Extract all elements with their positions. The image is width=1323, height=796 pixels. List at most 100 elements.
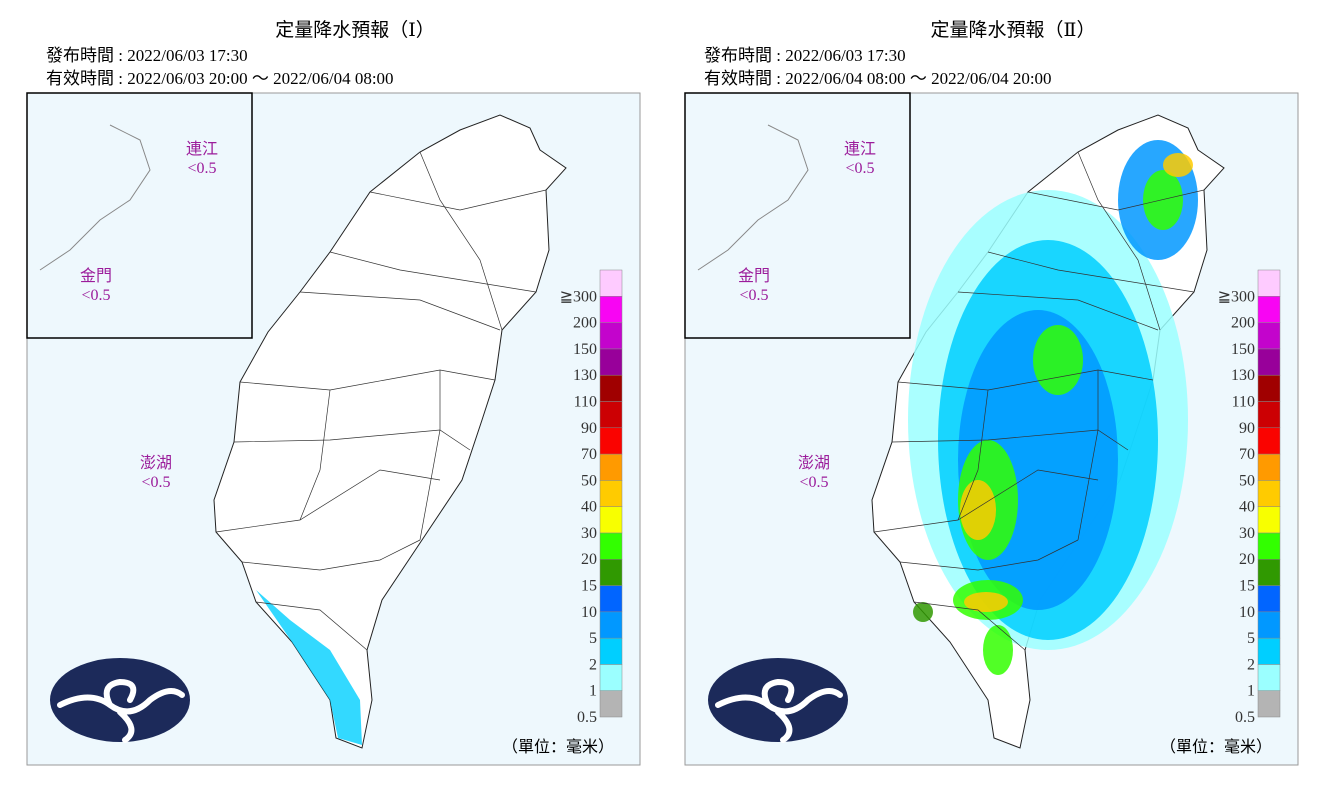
legend-swatch xyxy=(599,269,623,297)
legend-swatch xyxy=(1257,322,1281,350)
island-name: 連江 xyxy=(186,140,218,158)
legend-swatch xyxy=(1257,374,1281,402)
island-rain: <0.5 xyxy=(739,287,768,304)
legend-label: 40 xyxy=(1239,499,1255,516)
rain-area xyxy=(964,592,1008,612)
county-border xyxy=(419,151,503,331)
island-rain: <0.5 xyxy=(141,474,170,491)
island-name: 金門 xyxy=(738,267,770,285)
island-rain: <0.5 xyxy=(845,160,874,177)
issue-time: 發布時間 : 2022/06/03 17:30 xyxy=(46,46,248,65)
county-border xyxy=(1077,151,1161,331)
legend-swatch xyxy=(599,453,623,481)
legend-swatch xyxy=(599,532,623,560)
legend-label: 150 xyxy=(1231,341,1255,358)
island-name: 連江 xyxy=(844,140,876,158)
legend-label: 5 xyxy=(589,630,597,647)
coastline xyxy=(697,124,809,271)
valid-time: 有效時間 : 2022/06/03 20:00 ～ 2022/06/04 08:… xyxy=(46,69,394,88)
legend-swatch xyxy=(1257,269,1281,297)
legend-swatch xyxy=(599,506,623,534)
legend-swatch xyxy=(1257,427,1281,455)
legend-label: 1 xyxy=(1247,683,1255,700)
island-name: 金門 xyxy=(80,267,112,285)
county-border xyxy=(419,370,441,541)
county-border xyxy=(897,369,1154,391)
county-border xyxy=(987,251,1195,293)
legend-swatch xyxy=(599,611,623,639)
county-border xyxy=(239,369,496,391)
issue-time: 發布時間 : 2022/06/03 17:30 xyxy=(704,46,906,65)
rain-area xyxy=(983,625,1013,675)
rain-area xyxy=(1033,325,1083,395)
legend-swatch xyxy=(599,401,623,429)
legend-label: 200 xyxy=(573,315,597,332)
panel: 定量降水預報（Ⅱ） 發布時間 : 2022/06/03 17:30 有效時間 : 2… xyxy=(684,19,1299,766)
legend-label: 1 xyxy=(589,683,597,700)
legend-swatch xyxy=(1257,506,1281,534)
legend-label: 15 xyxy=(581,578,597,595)
inset-frame xyxy=(684,92,911,339)
legend-label: 50 xyxy=(581,472,597,489)
county-border xyxy=(215,469,441,533)
legend-swatch xyxy=(599,690,623,718)
panel-title: 定量降水預報（Ⅰ） xyxy=(275,19,435,41)
legend-swatch xyxy=(1257,453,1281,481)
legend-swatch xyxy=(1257,585,1281,613)
legend-swatch xyxy=(1257,690,1281,718)
county-border xyxy=(233,429,471,451)
panel-title: 定量降水預報（Ⅱ） xyxy=(931,19,1096,41)
legend-swatch xyxy=(1257,348,1281,376)
legend-swatch xyxy=(1257,664,1281,691)
legend-label: 0.5 xyxy=(577,709,597,726)
legend-swatch xyxy=(1257,532,1281,560)
county-border xyxy=(255,601,368,651)
county-border xyxy=(873,469,1099,533)
legend-label: 90 xyxy=(1239,420,1255,437)
legend-swatch xyxy=(599,322,623,350)
rain-area xyxy=(913,602,933,622)
legend-swatch xyxy=(1257,558,1281,586)
county-border xyxy=(241,539,421,571)
legend-label: 5 xyxy=(1247,630,1255,647)
legend-label: 2 xyxy=(1247,656,1255,673)
rain-area xyxy=(960,480,996,540)
logo xyxy=(50,658,190,742)
legend-label: 70 xyxy=(581,446,597,463)
logo-swirl xyxy=(715,678,843,743)
legend-label: 0.5 xyxy=(1235,709,1255,726)
island-rain: <0.5 xyxy=(187,160,216,177)
legend-swatch xyxy=(599,296,623,323)
county-border xyxy=(1077,370,1099,541)
legend-label: 10 xyxy=(1239,604,1255,621)
legend-label: 110 xyxy=(1232,393,1255,410)
valid-time: 有效時間 : 2022/06/04 08:00 ～ 2022/06/04 20:… xyxy=(704,69,1052,88)
legend-label: 40 xyxy=(581,499,597,516)
legend-label: 200 xyxy=(1231,315,1255,332)
island-name: 澎湖 xyxy=(140,454,172,472)
legend-swatch xyxy=(599,585,623,613)
island-rain: <0.5 xyxy=(799,474,828,491)
legend-label: 130 xyxy=(573,367,597,384)
county-border xyxy=(891,429,1129,451)
legend-swatch xyxy=(1257,401,1281,429)
legend-label: 10 xyxy=(581,604,597,621)
legend-label: 110 xyxy=(574,393,597,410)
legend-label: 70 xyxy=(1239,446,1255,463)
legend-swatch xyxy=(599,348,623,376)
legend-swatch xyxy=(1257,296,1281,323)
legend-swatch xyxy=(599,427,623,455)
inset-frame xyxy=(26,92,253,339)
legend-label: 50 xyxy=(1239,472,1255,489)
island-rain: <0.5 xyxy=(81,287,110,304)
legend-swatch xyxy=(599,480,623,507)
legend-label: 20 xyxy=(581,551,597,568)
legend-swatch xyxy=(599,558,623,586)
county-border xyxy=(957,389,989,521)
county-border xyxy=(369,189,547,211)
legend-label: 20 xyxy=(1239,551,1255,568)
county-border xyxy=(329,251,537,293)
legend-label: 90 xyxy=(581,420,597,437)
legend-label: 30 xyxy=(1239,525,1255,542)
